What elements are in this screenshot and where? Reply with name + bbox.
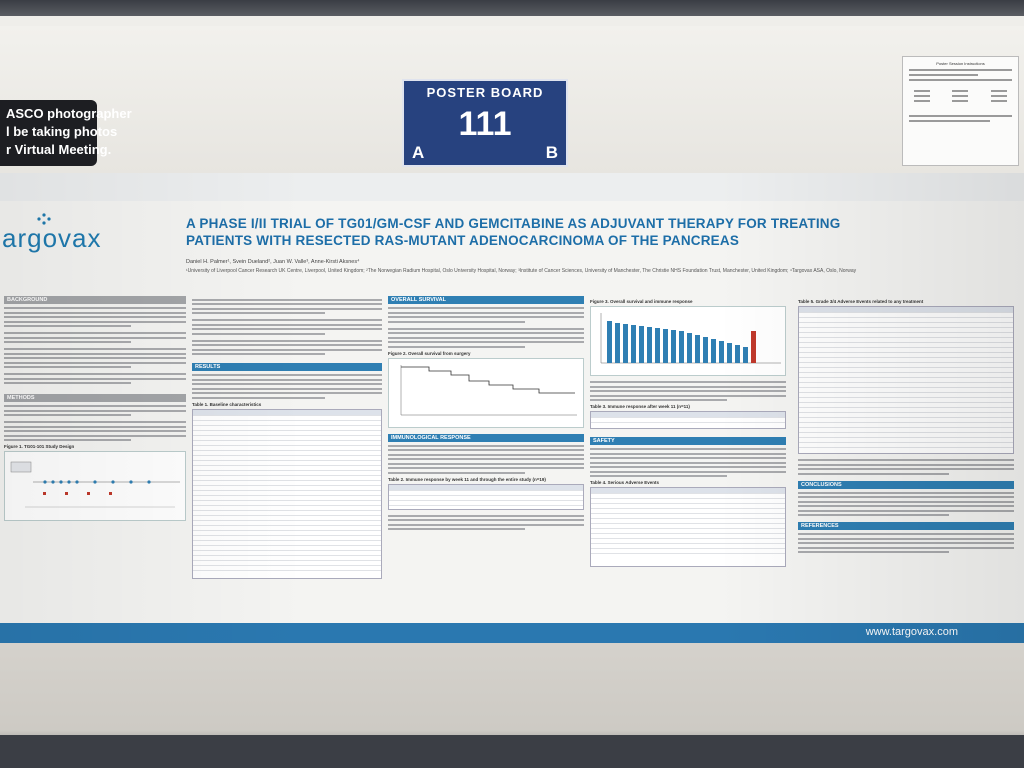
poster-top-band: [0, 173, 1024, 201]
research-poster: argovax A PHASE I/II TRIAL OF TG01/GM-CS…: [0, 173, 1024, 643]
poster-title: A PHASE I/II TRIAL OF TG01/GM-CSF AND GE…: [186, 215, 906, 249]
asco-notice-line-3: r Virtual Meeting.: [6, 142, 112, 157]
poster-column-2: RESULTS Table 1. Baseline characteristic…: [192, 296, 382, 579]
asco-photographer-notice: ASCO photographer l be taking photos r V…: [0, 100, 132, 166]
company-website: www.targovax.com: [865, 626, 958, 638]
poster-column-5: Table 5. Grade 3/4 Adverse Events relate…: [798, 296, 1014, 556]
background-heading: BACKGROUND: [4, 296, 186, 304]
poster-affiliations: ¹University of Liverpool Cancer Research…: [186, 268, 857, 274]
company-logo: argovax: [2, 223, 102, 253]
asco-notice-line-1: ASCO photographer: [6, 106, 132, 121]
poster-board-sign: POSTER BOARD 111 A B: [402, 79, 568, 167]
kaplan-meier-chart: [388, 357, 584, 428]
references-heading: REFERENCES: [798, 522, 1014, 530]
safety-heading: SAFETY: [590, 437, 786, 445]
poster-column-4: Figure 3. Overall survival and immune re…: [590, 296, 786, 567]
asco-notice-line-2: l be taking photos: [6, 124, 118, 139]
poster-column-1: BACKGROUND METHODS Figure 1. TG01-101 St…: [4, 296, 186, 521]
poster-board-number: 111: [458, 105, 512, 143]
serious-adverse-events-table: [590, 487, 786, 567]
figure-2-caption: Figure 2. Overall survival from surgery: [388, 350, 471, 356]
study-design-diagram: [4, 451, 186, 521]
immune-response-table: [388, 483, 584, 510]
poster-column-3: OVERALL SURVIVAL Figure 2. Overall survi…: [388, 296, 584, 533]
poster-session-instructions: Poster Session Instructions: [902, 56, 1019, 166]
table-4-caption: Table 4. Serious Adverse Events: [590, 480, 660, 485]
grade-3-4-adverse-events-table: [798, 306, 1014, 454]
poster-title-line-1: A PHASE I/II TRIAL OF TG01/GM-CSF AND GE…: [186, 216, 841, 231]
immune-response-after-week-11-table: [590, 411, 786, 429]
instructions-title: Poster Session Instructions: [936, 61, 985, 66]
methods-heading: METHODS: [4, 394, 186, 402]
figure-1-caption: Figure 1. TG01-101 Study Design: [4, 444, 75, 449]
baseline-characteristics-table: [192, 408, 382, 579]
immunological-response-heading: IMMUNOLOGICAL RESPONSE: [388, 433, 584, 442]
overall-survival-heading: OVERALL SURVIVAL: [388, 296, 584, 304]
table-3-caption: Table 3. Immune response after week 11 (…: [590, 404, 690, 409]
poster-footer-band: www.targovax.com: [0, 623, 1024, 643]
poster-board-side-a: A: [412, 143, 425, 162]
conclusions-heading: CONCLUSIONS: [798, 480, 1014, 489]
header-board: ASCO photographer l be taking photos r V…: [0, 26, 1024, 174]
table-5-caption: Table 5. Grade 3/4 Adverse Events relate…: [798, 299, 924, 304]
ceiling: [0, 0, 1024, 16]
poster-board-side-b: B: [545, 143, 558, 162]
table-1-caption: Table 1. Baseline characteristics: [192, 401, 262, 407]
figure-3-caption: Figure 3. Overall survival and immune re…: [590, 299, 693, 304]
table-2-caption: Table 2. Immune response by week 11 and …: [388, 476, 546, 482]
poster-board-label: POSTER BOARD: [426, 85, 544, 100]
poster-authors: Daniel H. Palmer¹, Svein Dueland², Juan …: [186, 259, 360, 265]
immune-response-bar-chart: [590, 306, 786, 376]
logo-mark-icon: [37, 213, 51, 225]
results-heading: RESULTS: [192, 363, 382, 371]
floor: [0, 735, 1024, 768]
poster-title-line-2: PATIENTS WITH RESECTED RAS-MUTANT ADENOC…: [186, 233, 740, 248]
